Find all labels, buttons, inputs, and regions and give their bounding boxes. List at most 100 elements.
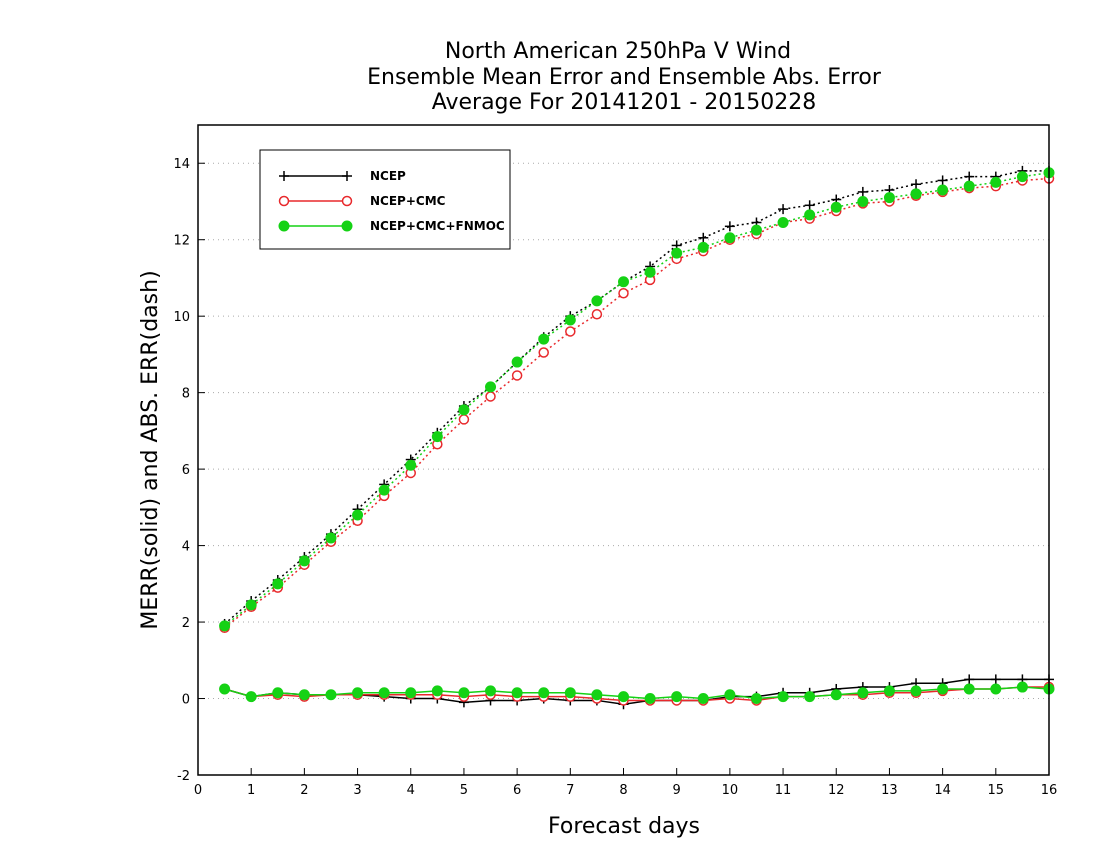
legend-label: NCEP+CMC+FNMOC <box>370 219 505 233</box>
abs-err-point <box>963 180 975 192</box>
abs-err-point <box>538 347 549 358</box>
mean-err-point <box>883 685 895 697</box>
abs-err-point <box>325 532 337 544</box>
abs-err-point <box>511 370 523 381</box>
legend-marker <box>342 171 352 181</box>
chart-title-line-3: Average For 20141201 - 20150228 <box>432 90 817 115</box>
abs-err-point <box>298 555 310 567</box>
abs-err-point <box>778 204 789 215</box>
abs-err-point <box>485 391 496 402</box>
abs-err-point <box>538 333 550 345</box>
legend-marker <box>341 195 353 207</box>
mean-err-point <box>405 687 417 699</box>
legend-box <box>259 149 511 250</box>
mean-err-point <box>618 691 629 703</box>
x-tick-label: 16 <box>1041 783 1058 798</box>
abs-err-line <box>224 170 1049 625</box>
abs-err-point <box>618 287 629 299</box>
abs-err-point <box>485 381 497 393</box>
x-tick-label: 4 <box>407 783 415 798</box>
mean-err-point <box>272 687 284 699</box>
abs-err-point <box>857 186 868 197</box>
abs-err-point <box>964 171 975 182</box>
mean-err-point <box>378 687 390 699</box>
mean-err-point <box>830 689 842 701</box>
legend-marker <box>278 195 290 207</box>
x-tick-label: 2 <box>300 783 308 798</box>
mean-err-point <box>937 683 949 695</box>
series-3 <box>219 167 1055 705</box>
abs-err-point <box>219 620 231 632</box>
legend-marker <box>278 220 290 232</box>
abs-err-point <box>591 295 603 307</box>
mean-err-point <box>697 693 709 705</box>
mean-err-point <box>1016 681 1028 693</box>
abs-err-point <box>458 414 470 425</box>
abs-err-point <box>431 431 443 443</box>
abs-err-point <box>511 356 523 368</box>
abs-err-point <box>671 247 683 259</box>
x-tick-label: 6 <box>513 783 521 798</box>
mean-err-point <box>750 693 762 705</box>
abs-err-point <box>565 326 576 337</box>
mean-err-point <box>671 691 683 703</box>
abs-err-point <box>937 184 949 196</box>
abs-err-point <box>804 209 816 221</box>
abs-err-point <box>458 404 470 416</box>
x-tick-label: 9 <box>673 783 681 798</box>
abs-err-point <box>245 599 257 611</box>
y-tick-label: 6 <box>182 463 190 478</box>
chart-title-line-2: Ensemble Mean Error and Ensemble Abs. Er… <box>367 65 882 90</box>
mean-err-point <box>644 693 656 705</box>
mean-err-point <box>458 687 470 699</box>
mean-err-point <box>777 691 789 703</box>
x-tick-label: 15 <box>988 783 1005 798</box>
abs-err-point <box>272 578 284 590</box>
mean-err-point <box>538 687 550 699</box>
mean-err-point <box>724 689 736 701</box>
abs-err-point <box>804 200 815 211</box>
abs-err-point <box>644 266 656 278</box>
legend-items: NCEP NCEP+CMC NCEP+CMC+FNMOC <box>278 169 505 233</box>
abs-err-point <box>937 175 948 186</box>
mean-err-point <box>325 689 337 701</box>
legend-item: NCEP+CMC+FNMOC <box>278 219 505 233</box>
y-tick-label: -2 <box>177 769 190 784</box>
mean-err-point <box>352 687 364 699</box>
mean-err-point <box>963 683 975 695</box>
abs-err-point <box>724 221 735 232</box>
mean-err-point <box>564 687 576 699</box>
legend-marker <box>341 220 353 232</box>
y-tick-label: 4 <box>182 540 190 555</box>
mean-err-point <box>245 691 257 703</box>
abs-err-point <box>698 232 709 243</box>
y-tick-label: 12 <box>173 234 190 249</box>
x-tick-label: 13 <box>881 783 898 798</box>
y-tick-label: 10 <box>173 310 190 325</box>
x-tick-label: 5 <box>460 783 468 798</box>
abs-err-point <box>405 459 417 471</box>
mean-err-point <box>857 687 869 699</box>
mean-err-point <box>219 683 231 695</box>
abs-err-point <box>591 309 603 320</box>
mean-err-point <box>964 674 975 685</box>
y-axis-label: MERR(solid) and ABS. ERR(dash) <box>138 270 163 629</box>
legend-item: NCEP <box>279 169 406 183</box>
abs-err-point <box>911 179 922 190</box>
abs-err-point <box>352 509 364 521</box>
abs-err-point <box>697 241 709 253</box>
abs-err-point <box>750 224 762 236</box>
y-tick-label: 2 <box>182 616 190 631</box>
series-layer <box>219 165 1055 710</box>
y-tick-label: 14 <box>173 157 190 172</box>
abs-err-point <box>564 314 576 326</box>
mean-err-point <box>910 685 922 697</box>
x-tick-label: 1 <box>247 783 255 798</box>
x-tick-label: 11 <box>775 783 792 798</box>
mean-err-point <box>485 685 497 697</box>
abs-err-point <box>910 188 922 200</box>
x-tick-label: 0 <box>194 783 202 798</box>
mean-err-point <box>591 689 603 701</box>
